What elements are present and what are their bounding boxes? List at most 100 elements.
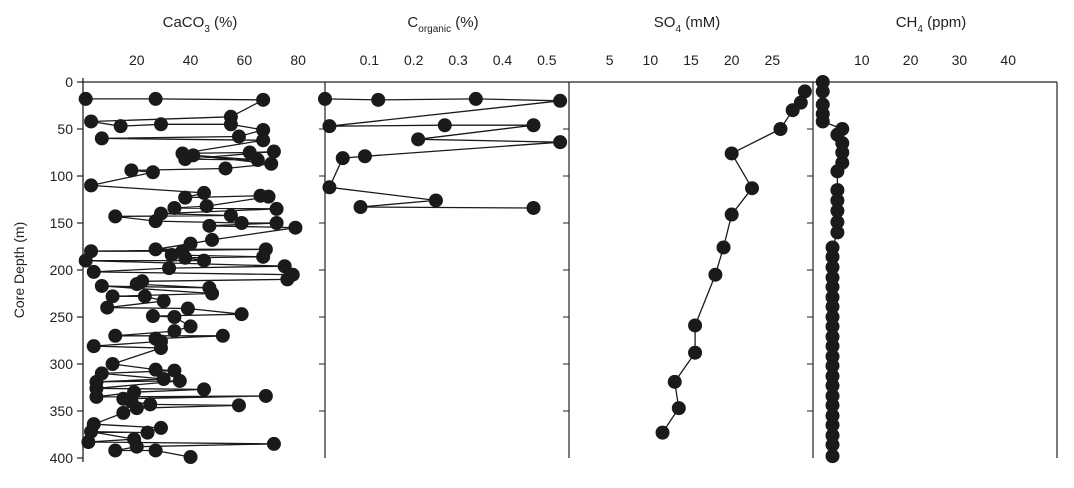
data-point [167,363,182,378]
data-point [825,358,840,373]
data-point [825,437,840,452]
data-series [78,75,850,465]
data-point [129,401,144,416]
data-point [830,225,845,240]
data-point [655,425,670,440]
data-point [167,200,182,215]
data-point [357,149,372,164]
y-tick-label: 400 [50,450,74,466]
data-point [215,328,230,343]
data-point [256,92,271,107]
data-point [773,122,788,136]
x-tick-label: 30 [952,52,968,68]
data-point [234,216,249,230]
data-point [167,324,182,339]
x-tick-label: 0.2 [404,52,424,68]
data-point [815,114,830,129]
data-point [223,208,238,223]
data-point [153,420,168,435]
data-point [116,405,131,420]
data-point [86,339,101,354]
data-point [153,341,168,356]
data-point [825,449,840,464]
panel-frames [83,81,1058,458]
data-point [825,319,840,334]
data-point [371,92,386,107]
data-point [815,84,830,99]
y-tick-label: 350 [50,403,74,419]
data-point [205,232,220,247]
data-point [708,267,723,282]
data-point [526,200,541,215]
data-point [269,216,284,230]
y-tick-label: 50 [57,121,73,137]
data-point [129,277,144,292]
data-point [231,129,246,144]
data-point [180,301,195,316]
data-point [288,220,303,235]
data-point [164,247,179,262]
data-point [830,164,845,179]
data-point [148,443,163,458]
data-point [526,118,541,133]
data-point [105,357,120,371]
data-point [140,425,155,440]
data-point [197,253,211,268]
x-tick-label: 0.4 [493,52,513,68]
x-tick-label: 80 [290,52,306,68]
data-point [318,91,332,106]
data-point [745,181,759,196]
y-tick-label: 200 [50,262,74,278]
data-point [234,307,249,322]
data-point [335,151,350,166]
data-point [437,118,452,133]
data-point [825,279,840,294]
panel-title: CaCO3 (%) [163,14,238,35]
data-point [105,289,120,304]
data-point [553,93,568,108]
data-point [78,253,93,268]
data-point [322,119,337,134]
data-point [113,119,128,134]
x-tick-label: 5 [606,52,614,68]
data-point [153,117,168,132]
data-point [197,185,211,200]
series-line [661,91,806,433]
data-point [94,131,109,146]
data-point [724,207,739,222]
data-point [148,91,163,106]
data-point [81,435,96,450]
data-point [280,272,295,287]
data-point [100,300,115,315]
data-point [89,389,104,404]
data-point [108,443,123,458]
data-point [124,163,139,178]
data-point [825,339,840,354]
data-point [256,249,271,264]
data-point [86,264,101,279]
data-point [84,178,99,193]
data-point [553,135,568,150]
data-point [835,145,850,160]
data-point [797,84,812,99]
data-point [266,144,281,159]
data-point [667,374,682,389]
x-tick-label: 15 [683,52,699,68]
y-tick-label: 250 [50,309,74,325]
data-point [724,146,739,161]
data-point [78,91,93,106]
data-point [143,397,158,412]
data-point [468,91,483,106]
data-point [671,401,686,416]
data-point [84,114,99,129]
axes: 0 50 100 150 200 250 300 350 400 20 40 60 80 0.1 0.2 0.… [50,52,1017,466]
data-point [428,193,443,208]
x-tick-label: 20 [903,52,919,68]
panel-title: SO4 (mM) [654,14,720,35]
data-point [178,250,193,265]
data-point [183,319,198,334]
y-tick-label: 0 [65,74,73,90]
data-point [148,214,163,229]
data-point [156,294,171,309]
